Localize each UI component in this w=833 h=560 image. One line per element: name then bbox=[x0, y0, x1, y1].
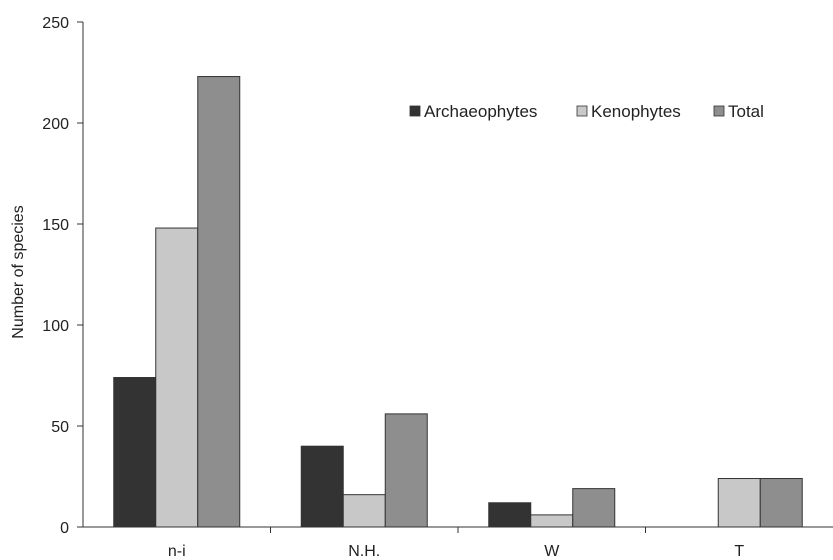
x-tick-label: T bbox=[734, 543, 744, 560]
legend: Archaeophytes Kenophytes Total bbox=[409, 102, 764, 121]
y-tick-label: 150 bbox=[42, 217, 69, 234]
y-tick-label: 100 bbox=[42, 318, 69, 335]
bar-kenophytes-3 bbox=[717, 478, 761, 528]
bar-total-1 bbox=[384, 413, 428, 528]
legend-swatch-archaeophytes bbox=[409, 105, 421, 117]
bar-total-2 bbox=[572, 488, 616, 528]
legend-swatch-total bbox=[713, 105, 725, 117]
y-tick-label: 50 bbox=[51, 419, 69, 436]
x-tick-label: n-i bbox=[168, 543, 186, 560]
x-tick-label: N.H. bbox=[348, 543, 380, 560]
legend-label-archaeophytes: Archaeophytes bbox=[424, 102, 537, 121]
y-tick-label: 250 bbox=[42, 15, 69, 32]
legend-label-kenophytes: Kenophytes bbox=[591, 102, 681, 121]
bar-archaeophytes-1 bbox=[300, 445, 344, 528]
bar-kenophytes-0 bbox=[155, 227, 199, 528]
bar-archaeophytes-2 bbox=[488, 502, 532, 528]
y-axis: 0 50 100 150 200 250 bbox=[42, 15, 84, 537]
y-axis-title: Number of species bbox=[10, 205, 27, 338]
bar-kenophytes-2 bbox=[530, 514, 574, 528]
bar-total-0 bbox=[197, 76, 241, 528]
bar-archaeophytes-0 bbox=[113, 377, 157, 528]
x-tick-label: W bbox=[544, 543, 560, 560]
y-tick-label: 0 bbox=[60, 520, 69, 537]
legend-label-total: Total bbox=[728, 102, 764, 121]
x-axis: n-i N.H. W T bbox=[83, 526, 833, 560]
y-tick-label: 200 bbox=[42, 116, 69, 133]
bar-total-3 bbox=[759, 478, 803, 528]
bars bbox=[113, 76, 803, 528]
legend-swatch-kenophytes bbox=[576, 105, 588, 117]
bar-kenophytes-1 bbox=[342, 494, 386, 528]
